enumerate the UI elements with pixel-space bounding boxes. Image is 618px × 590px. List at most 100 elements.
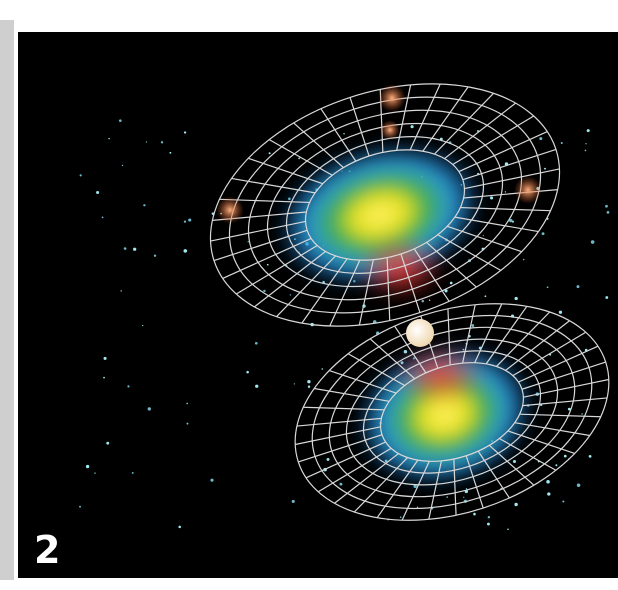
page: 2 (() => { const data = JSON.parse(docum… [0, 0, 618, 590]
star [161, 141, 163, 143]
star [106, 442, 109, 445]
star [581, 413, 583, 415]
star [298, 157, 300, 159]
star [290, 294, 291, 295]
illustration: 2 [0, 0, 618, 590]
star [422, 300, 425, 303]
star [544, 168, 546, 170]
star [132, 472, 134, 474]
star [186, 403, 188, 405]
star [473, 513, 476, 516]
star [515, 297, 518, 300]
star [605, 296, 608, 299]
star [466, 488, 467, 489]
star [539, 137, 542, 140]
star [178, 526, 181, 529]
star [183, 249, 187, 253]
edge-strip [0, 20, 14, 580]
star [561, 142, 563, 144]
star [269, 152, 271, 154]
star [446, 496, 448, 498]
star [343, 133, 344, 134]
space-panel [18, 32, 618, 578]
star [308, 386, 310, 388]
star [400, 516, 402, 518]
star [591, 240, 595, 244]
star [104, 357, 107, 360]
star [80, 174, 82, 176]
star [292, 500, 295, 503]
star [96, 191, 99, 194]
star [488, 516, 490, 518]
star [154, 255, 156, 257]
star [514, 503, 517, 506]
star [255, 342, 258, 345]
star [148, 407, 151, 410]
star [294, 383, 295, 384]
star [507, 528, 509, 530]
star [585, 143, 586, 144]
star [555, 464, 557, 466]
star [102, 217, 104, 219]
star [564, 455, 567, 458]
star [542, 232, 545, 235]
star [108, 138, 109, 139]
star [450, 282, 453, 285]
star [79, 506, 81, 508]
panel-number: 2 [34, 528, 60, 572]
star [307, 380, 310, 383]
star [143, 204, 145, 206]
star [411, 125, 414, 128]
star [169, 152, 171, 154]
star [547, 286, 549, 288]
star [188, 218, 191, 221]
star [562, 500, 564, 502]
star [86, 465, 89, 468]
star [547, 492, 550, 495]
star [255, 385, 258, 388]
star [120, 290, 122, 292]
star [589, 455, 592, 458]
star [142, 325, 143, 326]
star [490, 196, 493, 199]
star [523, 259, 525, 261]
star [327, 458, 330, 461]
star [248, 241, 249, 242]
star [463, 497, 464, 498]
star [184, 131, 186, 133]
star [546, 480, 550, 484]
star [127, 385, 129, 387]
star [122, 165, 123, 166]
star [559, 311, 562, 314]
star [184, 221, 186, 223]
star [146, 141, 147, 142]
star [505, 191, 506, 192]
star [429, 300, 430, 301]
star [471, 324, 474, 327]
star [133, 248, 136, 251]
star [404, 350, 407, 353]
star [124, 247, 127, 250]
star [103, 377, 105, 379]
star [210, 479, 213, 482]
star [263, 290, 265, 292]
star [577, 484, 580, 487]
star [187, 423, 189, 425]
star [585, 150, 587, 152]
star [94, 472, 95, 473]
central-body [406, 319, 434, 347]
star [119, 119, 122, 122]
star [322, 368, 324, 370]
star [417, 507, 418, 508]
star [340, 483, 343, 486]
star [484, 295, 486, 297]
star [487, 523, 490, 526]
star [605, 205, 608, 208]
star [587, 129, 590, 132]
star [607, 211, 610, 214]
star [513, 460, 516, 463]
star [577, 285, 580, 288]
star [246, 371, 249, 374]
star [483, 235, 484, 236]
star [267, 264, 269, 266]
